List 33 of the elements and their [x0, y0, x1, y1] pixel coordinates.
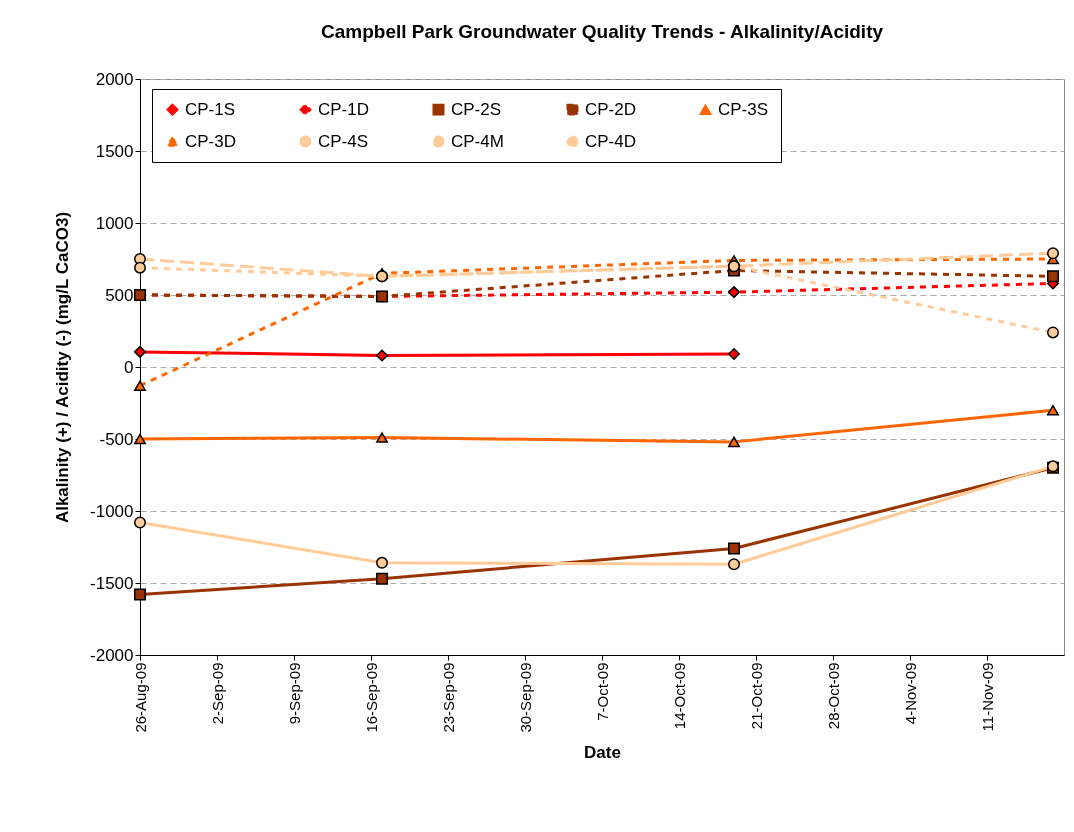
- legend-label: CP-4D: [585, 131, 637, 151]
- x-tick-label: 26-Aug-09: [131, 662, 149, 733]
- legend-label: CP-1D: [318, 99, 370, 119]
- x-tick-label: 7-Oct-09: [593, 662, 611, 721]
- y-tick-label: -2000: [90, 645, 134, 665]
- y-tick-label: -1500: [90, 573, 134, 593]
- legend-label: CP-3D: [185, 131, 237, 151]
- y-tick-label: 1500: [95, 141, 134, 161]
- legend-label: CP-2S: [451, 99, 502, 119]
- x-tick-label: 14-Oct-09: [670, 662, 688, 730]
- chart-title: Campbell Park Groundwater Quality Trends - Alkalinity/Acidity: [320, 21, 884, 42]
- legend-label: CP-4M: [451, 131, 504, 151]
- legend-label: CP-3S: [718, 99, 769, 119]
- legend-label: CP-2D: [585, 99, 637, 119]
- y-tick-label: 0: [124, 357, 134, 377]
- x-tick-label: 30-Sep-09: [516, 662, 534, 733]
- x-tick-label: 28-Oct-09: [824, 662, 842, 730]
- y-tick-label: 1000: [95, 213, 134, 233]
- y-tick-label: 500: [105, 285, 134, 305]
- y-tick-label: 2000: [95, 69, 134, 89]
- y-axis-title: Alkalinity (+) / Acidity (-) (mg/L CaCO3): [53, 211, 73, 524]
- x-axis-title: Date: [584, 742, 621, 762]
- legend-label: CP-4S: [318, 131, 369, 151]
- x-tick-label: 21-Oct-09: [747, 662, 765, 730]
- x-tick-label: 2-Sep-09: [208, 662, 226, 725]
- x-tick-label: 4-Nov-09: [901, 662, 919, 725]
- x-tick-label: 11-Nov-09: [978, 662, 996, 732]
- y-tick-label: -500: [99, 429, 134, 449]
- x-tick-label: 23-Sep-09: [439, 662, 457, 733]
- legend-label: CP-1S: [185, 99, 236, 119]
- y-tick-label: -1000: [90, 501, 134, 521]
- x-tick-label: 16-Sep-09: [362, 662, 380, 733]
- x-tick-label: 9-Sep-09: [285, 662, 303, 725]
